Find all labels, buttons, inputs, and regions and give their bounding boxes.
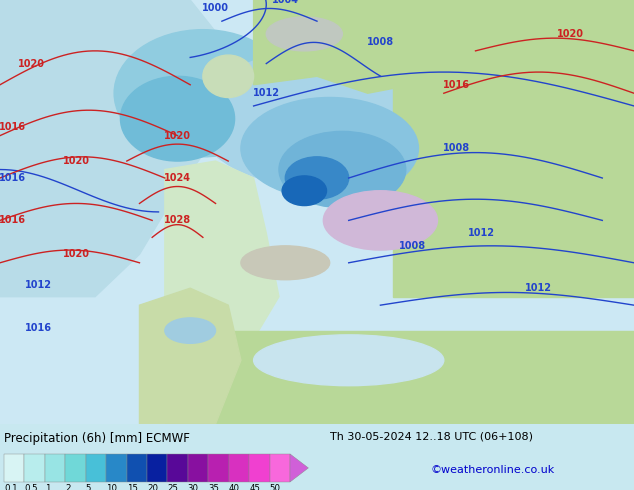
Polygon shape	[139, 288, 241, 424]
Text: 1004: 1004	[272, 0, 299, 5]
Text: 1024: 1024	[164, 173, 191, 183]
Text: Th 30-05-2024 12..18 UTC (06+108): Th 30-05-2024 12..18 UTC (06+108)	[330, 432, 533, 442]
Bar	[86, 454, 106, 482]
Ellipse shape	[114, 30, 292, 157]
Text: 1028: 1028	[164, 216, 191, 225]
Bar	[165, 331, 634, 424]
Text: 1008: 1008	[399, 241, 425, 251]
Ellipse shape	[282, 176, 327, 206]
Bar	[127, 454, 147, 482]
Bar	[167, 454, 188, 482]
Text: 1016: 1016	[25, 322, 53, 333]
Text: 1020: 1020	[557, 29, 584, 39]
Bar	[4, 454, 25, 482]
Bar	[393, 0, 634, 297]
Ellipse shape	[241, 246, 330, 280]
Ellipse shape	[241, 98, 418, 199]
Bar	[249, 454, 269, 482]
Text: 1016: 1016	[0, 122, 26, 132]
Text: ©weatheronline.co.uk: ©weatheronline.co.uk	[430, 465, 554, 475]
Bar	[229, 454, 249, 482]
Bar	[147, 454, 167, 482]
Bar	[269, 454, 290, 482]
Ellipse shape	[203, 55, 254, 98]
Ellipse shape	[285, 157, 349, 199]
Text: 25: 25	[167, 484, 178, 490]
Polygon shape	[254, 0, 444, 93]
Ellipse shape	[266, 17, 342, 51]
Text: 50: 50	[269, 484, 281, 490]
Polygon shape	[165, 161, 279, 360]
Text: 35: 35	[209, 484, 219, 490]
Polygon shape	[0, 0, 241, 297]
Text: 0.1: 0.1	[4, 484, 18, 490]
Text: 1016: 1016	[0, 216, 26, 225]
Text: 1016: 1016	[0, 173, 26, 183]
Text: 30: 30	[188, 484, 199, 490]
Text: 1008: 1008	[443, 144, 470, 153]
Text: 1012: 1012	[253, 88, 280, 98]
Text: 1020: 1020	[63, 156, 89, 166]
Text: 2: 2	[65, 484, 71, 490]
Text: 10: 10	[106, 484, 117, 490]
Bar	[65, 454, 86, 482]
Ellipse shape	[120, 76, 235, 161]
Bar	[106, 454, 127, 482]
Text: 1020: 1020	[18, 59, 45, 69]
Bar	[25, 454, 45, 482]
Text: 1000: 1000	[202, 3, 229, 14]
Bar	[188, 454, 209, 482]
Text: 1016: 1016	[443, 80, 470, 90]
Text: 1020: 1020	[63, 249, 89, 259]
Ellipse shape	[165, 318, 216, 343]
Text: 5: 5	[86, 484, 91, 490]
Ellipse shape	[254, 335, 444, 386]
Text: 1012: 1012	[25, 280, 53, 290]
Ellipse shape	[197, 51, 437, 187]
Text: Precipitation (6h) [mm] ECMWF: Precipitation (6h) [mm] ECMWF	[4, 432, 190, 445]
Bar	[45, 454, 65, 482]
Text: 45: 45	[249, 484, 260, 490]
Text: 40: 40	[229, 484, 240, 490]
Text: 20: 20	[147, 484, 158, 490]
Ellipse shape	[279, 131, 406, 208]
Text: 1008: 1008	[367, 37, 394, 48]
Text: 15: 15	[127, 484, 138, 490]
Polygon shape	[290, 454, 308, 482]
Ellipse shape	[323, 191, 437, 250]
Bar	[209, 454, 229, 482]
Text: 1012: 1012	[469, 228, 495, 238]
Text: 1: 1	[45, 484, 50, 490]
Text: 1012: 1012	[526, 283, 552, 293]
Text: 0.5: 0.5	[25, 484, 38, 490]
Text: 1020: 1020	[164, 131, 191, 141]
